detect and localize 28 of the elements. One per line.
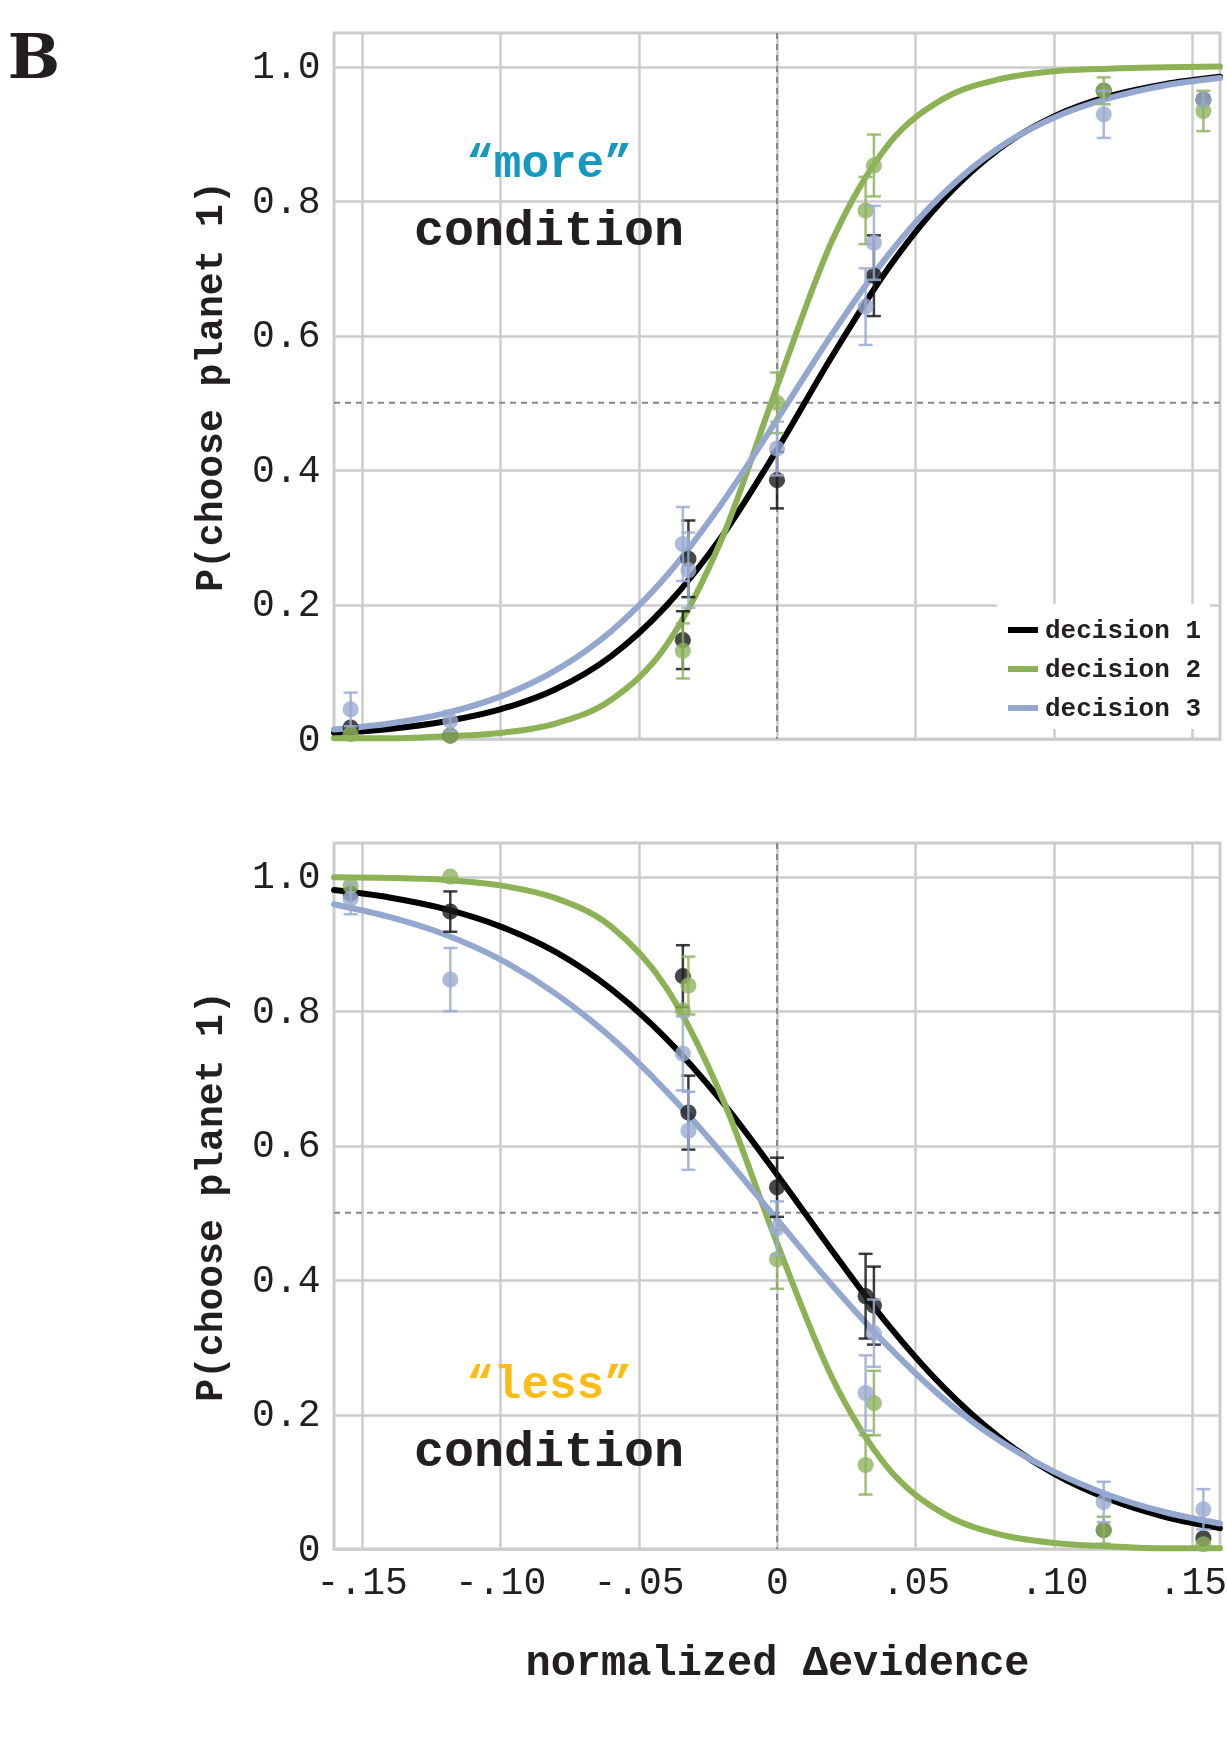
text: B (7, 20, 61, 93)
x-tick-label: .15 (1158, 1561, 1227, 1605)
x-axis-title: normalized Δevidence (525, 1639, 1030, 1688)
y-tick-label: 0.8 (252, 990, 321, 1034)
y-tick-label: 0 (297, 718, 321, 762)
x-tick-label: 0 (766, 1561, 789, 1605)
legend-label: decision 1 (1045, 616, 1202, 646)
y-axis-title: P(choose planet 1) (190, 181, 234, 592)
x-tick-label: -.10 (455, 1561, 547, 1605)
y-tick-label: 0.4 (252, 449, 321, 493)
annotation: condition (413, 203, 685, 260)
x-tick-label: .05 (881, 1561, 951, 1605)
y-axis-title: P(choose planet 1) (190, 991, 234, 1402)
annotation: condition (413, 1424, 685, 1481)
x-tick-label: .10 (1020, 1561, 1089, 1605)
y-tick-label: 1.0 (252, 856, 321, 900)
y-tick-label: 0.2 (252, 584, 321, 628)
y-tick-label: 0.2 (252, 1394, 321, 1438)
legend-label: decision 3 (1045, 694, 1202, 724)
y-tick-label: 0.8 (252, 180, 321, 224)
annotation: “more” (466, 139, 632, 191)
y-tick-label: 0.4 (252, 1259, 321, 1303)
y-tick-label: 0.6 (252, 1125, 321, 1169)
annotation: “less” (466, 1360, 632, 1412)
legend-label: decision 2 (1045, 655, 1202, 685)
y-tick-label: 0.6 (252, 315, 321, 359)
x-tick-label: -.05 (593, 1561, 685, 1605)
y-tick-label: 1.0 (252, 46, 321, 90)
